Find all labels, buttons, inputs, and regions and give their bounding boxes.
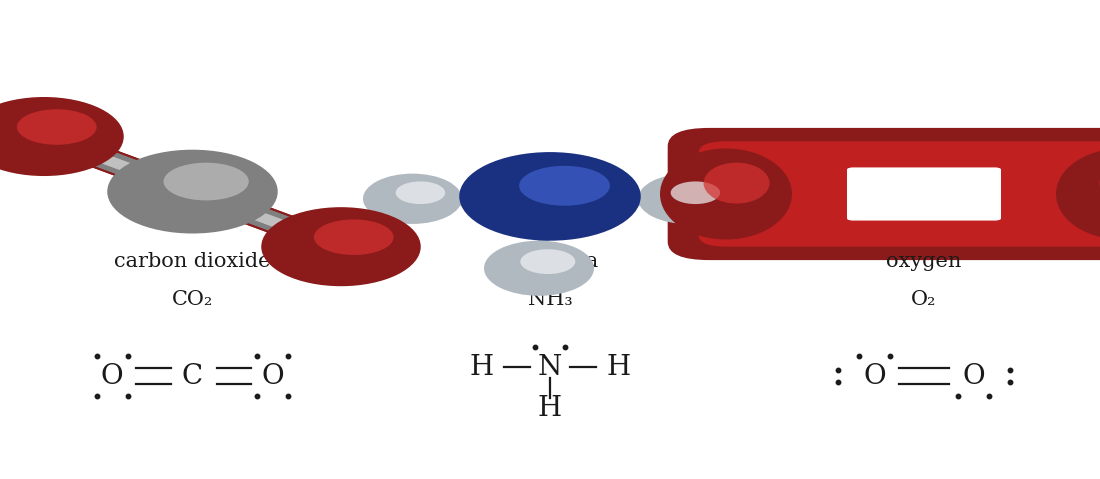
Text: H: H bbox=[470, 354, 494, 381]
Polygon shape bbox=[59, 146, 326, 238]
FancyBboxPatch shape bbox=[847, 168, 1001, 220]
Ellipse shape bbox=[314, 219, 394, 255]
Ellipse shape bbox=[108, 150, 277, 234]
Ellipse shape bbox=[0, 97, 123, 176]
Text: CO₂: CO₂ bbox=[172, 290, 213, 309]
Text: O: O bbox=[101, 363, 123, 389]
FancyBboxPatch shape bbox=[698, 141, 1100, 247]
Text: ammonia: ammonia bbox=[502, 251, 598, 271]
Ellipse shape bbox=[164, 163, 249, 200]
Ellipse shape bbox=[460, 152, 640, 241]
Polygon shape bbox=[70, 148, 315, 235]
FancyBboxPatch shape bbox=[668, 128, 1100, 260]
Ellipse shape bbox=[484, 241, 594, 296]
Ellipse shape bbox=[671, 182, 720, 204]
Text: O: O bbox=[262, 363, 284, 389]
Ellipse shape bbox=[16, 109, 97, 145]
Ellipse shape bbox=[1056, 148, 1100, 240]
Polygon shape bbox=[73, 148, 312, 235]
Text: H: H bbox=[606, 354, 630, 381]
Polygon shape bbox=[73, 148, 312, 235]
Text: N: N bbox=[538, 354, 562, 381]
Polygon shape bbox=[64, 147, 321, 237]
Polygon shape bbox=[70, 148, 315, 235]
Text: O: O bbox=[864, 363, 886, 389]
Text: O: O bbox=[962, 363, 984, 389]
Text: carbon dioxide: carbon dioxide bbox=[114, 251, 271, 271]
Ellipse shape bbox=[262, 207, 420, 286]
Polygon shape bbox=[64, 147, 321, 237]
Ellipse shape bbox=[638, 174, 737, 224]
Ellipse shape bbox=[704, 162, 770, 204]
Text: oxygen: oxygen bbox=[887, 251, 961, 271]
Polygon shape bbox=[59, 146, 326, 238]
Text: C: C bbox=[182, 363, 204, 389]
Ellipse shape bbox=[519, 166, 609, 205]
Text: O₂: O₂ bbox=[911, 290, 937, 309]
Ellipse shape bbox=[660, 148, 792, 240]
Text: H: H bbox=[538, 395, 562, 422]
Ellipse shape bbox=[363, 174, 462, 224]
FancyBboxPatch shape bbox=[847, 168, 1001, 220]
Ellipse shape bbox=[396, 182, 446, 204]
Text: NH₃: NH₃ bbox=[528, 290, 572, 309]
Ellipse shape bbox=[520, 249, 575, 274]
